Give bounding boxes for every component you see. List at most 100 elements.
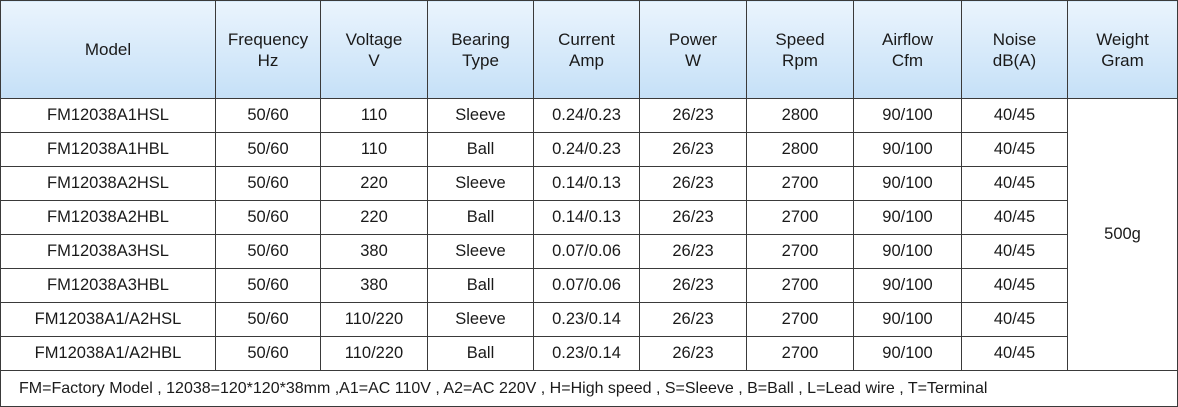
cell-frequency: 50/60 [215, 234, 321, 269]
cell-power: 26/23 [639, 234, 747, 269]
cell-noise: 40/45 [961, 132, 1068, 167]
header-row: Model Frequency Hz Voltage V Bearing Type Curre… [0, 0, 1178, 99]
cell-model: FM12038A1HSL [0, 98, 216, 133]
cell-frequency: 50/60 [215, 200, 321, 235]
cell-frequency: 50/60 [215, 268, 321, 303]
cell-noise: 40/45 [961, 268, 1068, 303]
header-bearing-type-label: Bearing [451, 29, 510, 49]
cell-speed: 2800 [746, 98, 854, 133]
cell-speed: 2700 [746, 166, 854, 201]
cell-airflow: 90/100 [853, 200, 962, 235]
cell-model: FM12038A2HBL [0, 200, 216, 235]
table-row: FM12038A1/A2HSL 50/60 110/220 Sleeve 0.23/0.… [0, 302, 1178, 337]
cell-noise: 40/45 [961, 234, 1068, 269]
cell-bearing-type: Ball [427, 268, 534, 303]
header-current: Current Amp [533, 0, 640, 99]
header-weight-label: Weight [1096, 29, 1149, 49]
header-power-label: Power [668, 29, 718, 49]
header-speed-label: Speed [775, 29, 825, 49]
cell-bearing-type: Ball [427, 336, 534, 371]
cell-airflow: 90/100 [853, 234, 962, 269]
cell-power: 26/23 [639, 268, 747, 303]
header-airflow-label: Airflow [881, 29, 933, 49]
header-power: Power W [639, 0, 747, 99]
cell-speed: 2700 [746, 336, 854, 371]
table-row: FM12038A1HBL 50/60 110 Ball 0.24/0.23 26/23 28… [0, 132, 1178, 167]
cell-voltage: 220 [320, 200, 428, 235]
cell-speed: 2700 [746, 302, 854, 337]
cell-model: FM12038A1HBL [0, 132, 216, 167]
header-current-unit: Amp [569, 50, 604, 70]
cell-noise: 40/45 [961, 98, 1068, 133]
header-bearing-type: Bearing Type [427, 0, 534, 99]
cell-bearing-type: Sleeve [427, 166, 534, 201]
header-speed-unit: Rpm [782, 50, 818, 70]
header-weight-unit: Gram [1101, 50, 1144, 70]
cell-frequency: 50/60 [215, 336, 321, 371]
cell-frequency: 50/60 [215, 166, 321, 201]
cell-current: 0.23/0.14 [533, 302, 640, 337]
cell-noise: 40/45 [961, 302, 1068, 337]
cell-frequency: 50/60 [215, 132, 321, 167]
cell-voltage: 110/220 [320, 336, 428, 371]
header-current-label: Current [558, 29, 615, 49]
cell-noise: 40/45 [961, 336, 1068, 371]
cell-voltage: 380 [320, 234, 428, 269]
cell-noise: 40/45 [961, 200, 1068, 235]
cell-bearing-type: Ball [427, 200, 534, 235]
cell-voltage: 110 [320, 132, 428, 167]
cell-model: FM12038A2HSL [0, 166, 216, 201]
cell-bearing-type: Ball [427, 132, 534, 167]
header-voltage: Voltage V [320, 0, 428, 99]
cell-weight: 500g [1067, 98, 1178, 371]
header-airflow: Airflow Cfm [853, 0, 962, 99]
header-frequency: Frequency Hz [215, 0, 321, 99]
header-frequency-unit: Hz [257, 50, 279, 70]
cell-voltage: 110 [320, 98, 428, 133]
cell-bearing-type: Sleeve [427, 302, 534, 337]
table-row: FM12038A1HSL 50/60 110 Sleeve 0.24/0.23 26/23… [0, 98, 1178, 371]
cell-airflow: 90/100 [853, 132, 962, 167]
header-model: Model [0, 0, 216, 99]
table-footer: FM=Factory Model , 12038=120*120*38mm ,A… [0, 370, 1178, 407]
cell-power: 26/23 [639, 302, 747, 337]
cell-airflow: 90/100 [853, 302, 962, 337]
footnote: FM=Factory Model , 12038=120*120*38mm ,A… [0, 370, 1178, 407]
cell-voltage: 380 [320, 268, 428, 303]
cell-airflow: 90/100 [853, 336, 962, 371]
header-noise: Noise dB(A) [961, 0, 1068, 99]
cell-current: 0.23/0.14 [533, 336, 640, 371]
cell-speed: 2700 [746, 268, 854, 303]
cell-airflow: 90/100 [853, 98, 962, 133]
cell-airflow: 90/100 [853, 166, 962, 201]
header-power-unit: W [684, 50, 702, 70]
cell-power: 26/23 [639, 132, 747, 167]
cell-bearing-type: Sleeve [427, 234, 534, 269]
cell-bearing-type: Sleeve [427, 98, 534, 133]
cell-current: 0.24/0.23 [533, 98, 640, 133]
header-voltage-unit: V [368, 50, 380, 70]
cell-noise: 40/45 [961, 166, 1068, 201]
cell-power: 26/23 [639, 166, 747, 201]
cell-current: 0.07/0.06 [533, 234, 640, 269]
table-row: FM12038A1/A2HBL 50/60 110/220 Ball 0.23/0.14… [0, 336, 1178, 371]
cell-current: 0.07/0.06 [533, 268, 640, 303]
header-noise-label: Noise [992, 29, 1037, 49]
cell-current: 0.14/0.13 [533, 200, 640, 235]
header-model-label: Model [84, 40, 132, 59]
header-bearing-type-unit: Type [462, 50, 499, 70]
cell-airflow: 90/100 [853, 268, 962, 303]
cell-voltage: 220 [320, 166, 428, 201]
cell-model: FM12038A1/A2HSL [0, 302, 216, 337]
header-noise-unit: dB(A) [992, 50, 1037, 70]
cell-power: 26/23 [639, 200, 747, 235]
table-row: FM12038A3HSL 50/60 380 Sleeve 0.07/0.06 26/23… [0, 234, 1178, 269]
cell-power: 26/23 [639, 98, 747, 133]
cell-frequency: 50/60 [215, 98, 321, 133]
table-header: Model Frequency Hz Voltage V Bearing Type Curre… [0, 0, 1178, 99]
cell-model: FM12038A1/A2HBL [0, 336, 216, 371]
table-row: FM12038A3HBL 50/60 380 Ball 0.07/0.06 26/23 27… [0, 268, 1178, 303]
cell-current: 0.14/0.13 [533, 166, 640, 201]
